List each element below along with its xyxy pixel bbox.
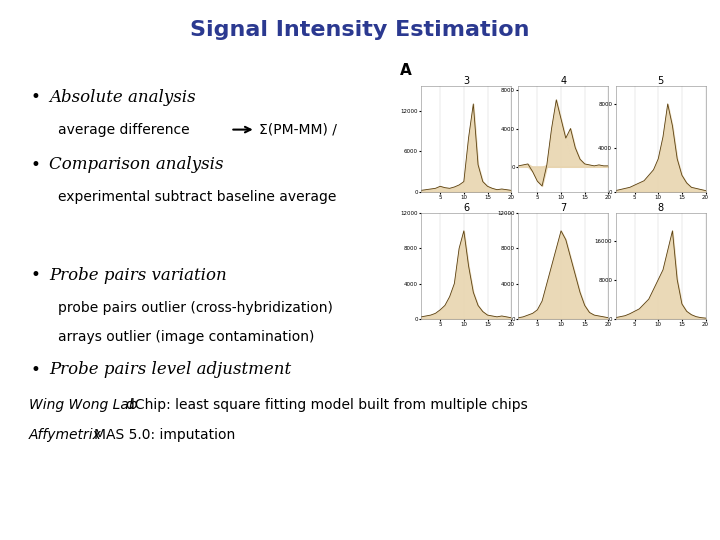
Text: •: •: [30, 361, 40, 379]
Text: Signal Intensity Estimation: Signal Intensity Estimation: [190, 19, 530, 40]
Title: 5: 5: [657, 76, 664, 86]
Text: Probe pairs variation: Probe pairs variation: [49, 267, 227, 284]
Title: 3: 3: [463, 76, 469, 86]
Text: A: A: [400, 63, 411, 78]
Text: Affymetrix: Affymetrix: [29, 428, 102, 442]
Text: Comparison analysis: Comparison analysis: [49, 156, 223, 173]
Text: arrays outlier (image contamination): arrays outlier (image contamination): [58, 330, 314, 345]
Title: 7: 7: [560, 203, 567, 213]
Text: •: •: [30, 266, 40, 285]
Title: 8: 8: [657, 203, 664, 213]
Title: 4: 4: [560, 76, 567, 86]
Title: 6: 6: [463, 203, 469, 213]
Text: dChip: least square fitting model built from multiple chips: dChip: least square fitting model built …: [126, 398, 528, 412]
Text: Absolute analysis: Absolute analysis: [49, 89, 196, 106]
Text: probe pairs outlier (cross-hybridization): probe pairs outlier (cross-hybridization…: [58, 301, 333, 315]
Text: Probe pairs level adjustment: Probe pairs level adjustment: [49, 361, 291, 379]
Text: •: •: [30, 156, 40, 174]
Text: experimental subtract baseline average: experimental subtract baseline average: [58, 190, 336, 204]
Text: •: •: [30, 88, 40, 106]
Text: average difference: average difference: [58, 123, 189, 137]
Text: MAS 5.0: imputation: MAS 5.0: imputation: [94, 428, 235, 442]
Text: Σ(PM-MM) /: Σ(PM-MM) /: [259, 123, 337, 137]
Text: Wing Wong Lab: Wing Wong Lab: [29, 398, 138, 412]
